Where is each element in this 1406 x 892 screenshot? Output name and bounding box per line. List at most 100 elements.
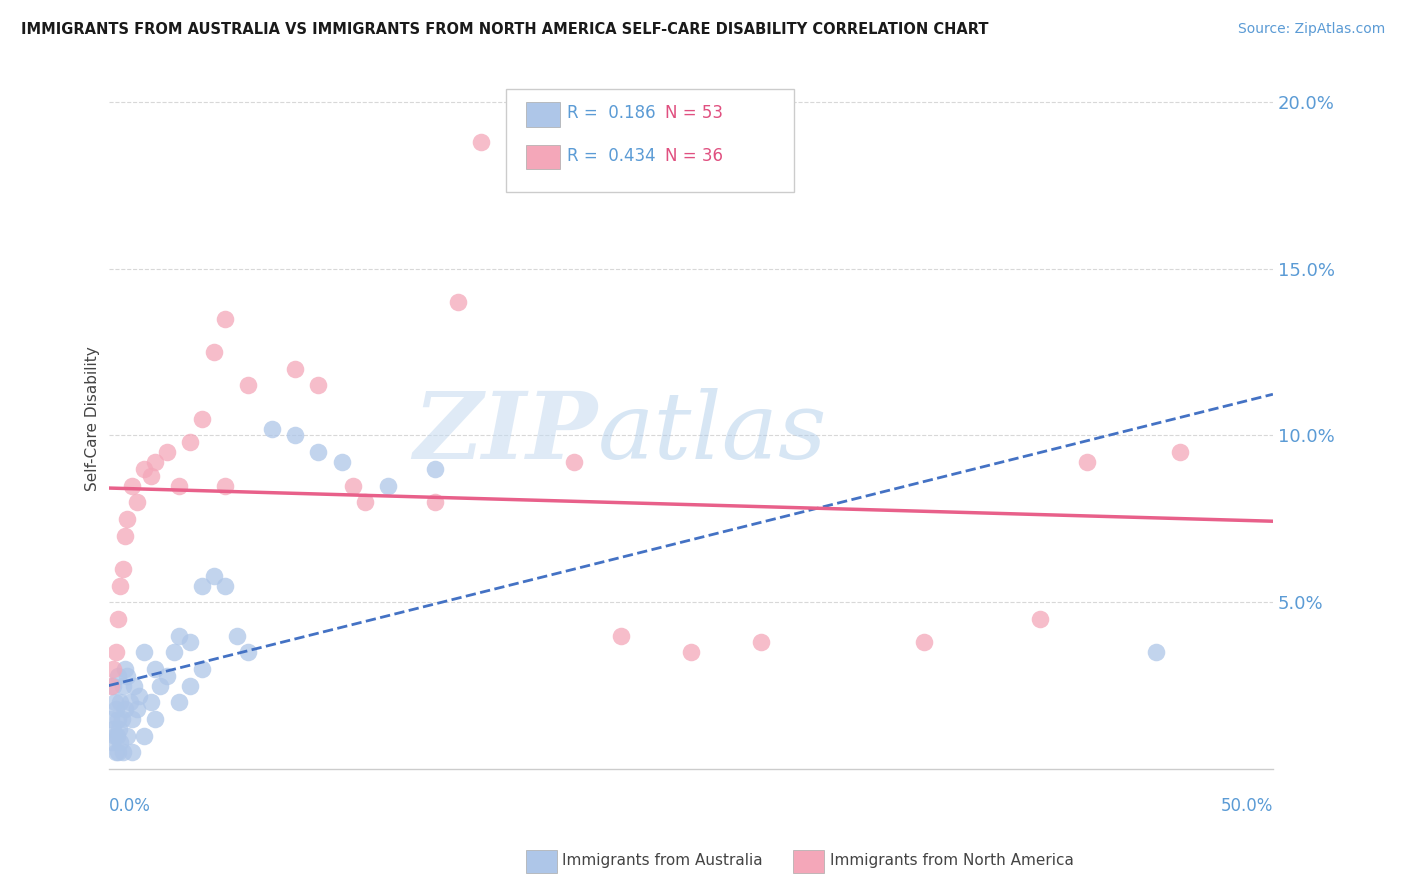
Point <box>156 668 179 682</box>
Point <box>167 695 190 709</box>
Point <box>107 668 129 682</box>
Point <box>132 729 155 743</box>
Point <box>447 295 470 310</box>
Point <box>610 629 633 643</box>
Point <box>307 445 329 459</box>
Point <box>108 722 131 736</box>
Point <box>307 378 329 392</box>
Point <box>167 478 190 492</box>
Point <box>104 729 127 743</box>
Point <box>238 645 260 659</box>
Point <box>143 662 166 676</box>
Point <box>114 528 136 542</box>
Point <box>103 722 125 736</box>
Point <box>191 579 214 593</box>
Point <box>214 311 236 326</box>
Text: atlas: atlas <box>598 388 827 478</box>
Point <box>104 695 127 709</box>
Point <box>260 422 283 436</box>
Point <box>143 455 166 469</box>
Point <box>139 695 162 709</box>
Point <box>117 512 139 526</box>
Point <box>110 695 132 709</box>
Point <box>143 712 166 726</box>
Point <box>679 645 702 659</box>
Point <box>104 645 127 659</box>
Point <box>117 668 139 682</box>
Point <box>111 679 134 693</box>
Point <box>202 345 225 359</box>
Point <box>110 712 132 726</box>
Point <box>103 679 125 693</box>
Point <box>1076 455 1098 469</box>
Text: 0.0%: 0.0% <box>108 797 150 815</box>
Point <box>103 662 125 676</box>
Point <box>179 679 201 693</box>
Point <box>202 568 225 582</box>
Text: Immigrants from Australia: Immigrants from Australia <box>562 854 763 868</box>
Point <box>238 378 260 392</box>
Point <box>110 735 132 749</box>
Point <box>121 746 143 760</box>
Point <box>423 462 446 476</box>
Text: 50.0%: 50.0% <box>1220 797 1272 815</box>
Text: N = 53: N = 53 <box>665 104 723 122</box>
Text: Immigrants from North America: Immigrants from North America <box>830 854 1073 868</box>
Point <box>125 702 148 716</box>
Point <box>1029 612 1052 626</box>
Point <box>114 702 136 716</box>
Point <box>156 445 179 459</box>
Point <box>125 495 148 509</box>
Point <box>107 612 129 626</box>
Point <box>1146 645 1168 659</box>
Point <box>912 635 935 649</box>
Point <box>132 645 155 659</box>
Text: N = 36: N = 36 <box>665 147 723 165</box>
Text: IMMIGRANTS FROM AUSTRALIA VS IMMIGRANTS FROM NORTH AMERICA SELF-CARE DISABILITY : IMMIGRANTS FROM AUSTRALIA VS IMMIGRANTS … <box>21 22 988 37</box>
Point <box>191 662 214 676</box>
Point <box>107 712 129 726</box>
Point <box>105 729 128 743</box>
Point <box>342 478 364 492</box>
Point <box>128 689 150 703</box>
Point <box>111 562 134 576</box>
Point <box>284 428 307 442</box>
Point <box>749 635 772 649</box>
Point <box>423 495 446 509</box>
Point <box>114 662 136 676</box>
Point <box>110 579 132 593</box>
Point <box>132 462 155 476</box>
Point <box>149 679 172 693</box>
Point <box>100 679 122 693</box>
Y-axis label: Self-Care Disability: Self-Care Disability <box>86 346 100 491</box>
Point <box>121 478 143 492</box>
Text: R =  0.434: R = 0.434 <box>567 147 655 165</box>
Point <box>377 478 399 492</box>
Point <box>191 412 214 426</box>
Point <box>179 635 201 649</box>
Text: ZIP: ZIP <box>413 388 598 478</box>
Point <box>284 361 307 376</box>
Point <box>214 579 236 593</box>
Point <box>163 645 186 659</box>
Text: R =  0.186: R = 0.186 <box>567 104 655 122</box>
Point <box>225 629 247 643</box>
Point <box>1168 445 1191 459</box>
Point <box>179 435 201 450</box>
Point <box>107 746 129 760</box>
Point <box>117 729 139 743</box>
Point <box>167 629 190 643</box>
Point <box>139 468 162 483</box>
Point <box>124 679 146 693</box>
Point <box>100 712 122 726</box>
Point <box>104 746 127 760</box>
Point <box>354 495 377 509</box>
Point <box>101 735 124 749</box>
Point <box>118 695 141 709</box>
Point <box>470 135 492 149</box>
Point <box>330 455 353 469</box>
Point <box>121 712 143 726</box>
Text: Source: ZipAtlas.com: Source: ZipAtlas.com <box>1237 22 1385 37</box>
Point <box>564 455 586 469</box>
Point <box>214 478 236 492</box>
